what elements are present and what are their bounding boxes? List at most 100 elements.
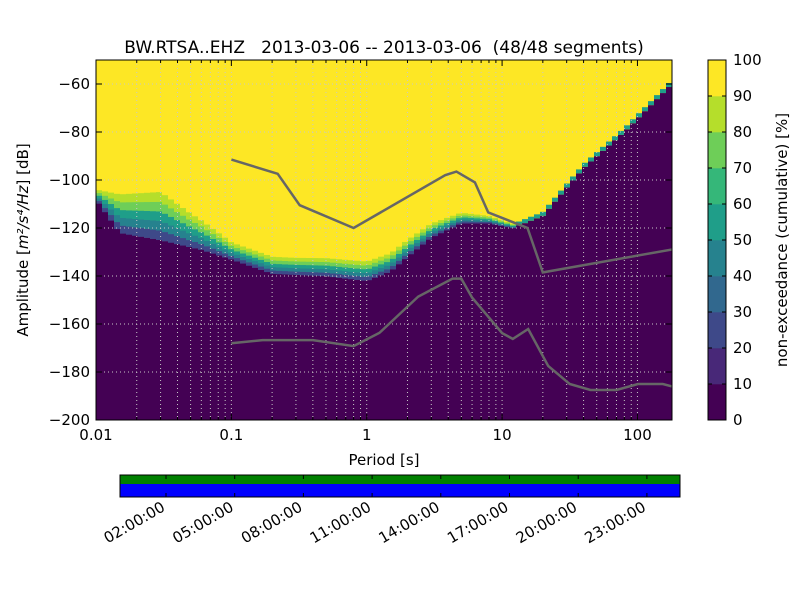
heatmap-cell bbox=[360, 280, 367, 420]
heatmap-cell bbox=[222, 237, 229, 242]
heatmap-cell bbox=[342, 278, 349, 420]
heatmap-cell bbox=[216, 250, 223, 256]
heatmap-cell bbox=[558, 194, 565, 420]
heatmap-cell bbox=[174, 211, 181, 221]
heatmap-cell bbox=[132, 235, 139, 420]
colorbar-tick-label: 40 bbox=[733, 267, 752, 285]
heatmap-cell bbox=[636, 117, 643, 420]
heatmap-cell bbox=[612, 136, 619, 141]
heatmap-cell bbox=[234, 257, 241, 262]
heatmap-cell bbox=[258, 259, 265, 264]
heatmap-cell bbox=[624, 125, 631, 130]
heatmap-cell bbox=[504, 225, 511, 228]
x-tick-label: 10 bbox=[493, 426, 512, 444]
heatmap-cell bbox=[348, 278, 355, 420]
heatmap-cell bbox=[144, 237, 151, 420]
heatmap-cell bbox=[180, 230, 187, 239]
heatmap-cell bbox=[378, 60, 385, 420]
colorbar-tick-label: 80 bbox=[733, 123, 752, 141]
data-coverage-bar bbox=[119, 474, 681, 498]
heatmap-cell bbox=[192, 248, 199, 420]
heatmap-cell bbox=[234, 251, 241, 255]
heatmap-cell bbox=[366, 260, 373, 265]
heatmap-cell bbox=[120, 209, 127, 219]
heatmap-cell bbox=[486, 223, 493, 420]
heatmap-cell bbox=[474, 218, 481, 221]
coverage-time-label: 02:00:00 bbox=[101, 498, 168, 547]
heatmap-cell bbox=[480, 223, 487, 420]
heatmap-cell bbox=[612, 140, 619, 420]
heatmap-cell bbox=[642, 107, 649, 112]
colorbar-segment bbox=[708, 204, 726, 241]
heatmap-cell bbox=[270, 260, 277, 264]
heatmap-cell bbox=[324, 276, 331, 420]
x-tick-label: 1 bbox=[362, 426, 372, 444]
heatmap-cell bbox=[600, 150, 607, 420]
heatmap-cell bbox=[168, 242, 175, 420]
heatmap-cell bbox=[282, 257, 289, 262]
heatmap-cell bbox=[246, 248, 253, 253]
heatmap-cell bbox=[264, 268, 271, 273]
heatmap-cell bbox=[222, 253, 229, 258]
heatmap-cell bbox=[300, 60, 307, 420]
heatmap-cell bbox=[264, 60, 271, 420]
heatmap-cell bbox=[246, 265, 253, 420]
heatmap-cell bbox=[210, 253, 217, 420]
heatmap-cell bbox=[258, 60, 265, 420]
heatmap-cell bbox=[366, 264, 373, 269]
heatmap-cell bbox=[402, 248, 409, 253]
heatmap-cell bbox=[204, 224, 211, 231]
heatmap-cell bbox=[270, 256, 277, 261]
heatmap-cell bbox=[462, 221, 469, 224]
heatmap-cell bbox=[186, 239, 193, 247]
heatmap-cell bbox=[294, 274, 301, 420]
heatmap-cell bbox=[462, 219, 469, 222]
heatmap-cell bbox=[108, 214, 115, 221]
heatmap-cell bbox=[618, 130, 625, 135]
heatmap-cell bbox=[600, 146, 607, 151]
heatmap-cell bbox=[384, 269, 391, 273]
colorbar-tick-label: 50 bbox=[733, 231, 752, 249]
heatmap-cell bbox=[456, 217, 463, 221]
heatmap-cell bbox=[150, 201, 157, 212]
heatmap-cell bbox=[396, 60, 403, 420]
heatmap-cell bbox=[186, 232, 193, 241]
heatmap-cell bbox=[246, 60, 253, 420]
coverage-time-label: 17:00:00 bbox=[444, 498, 511, 547]
colorbar bbox=[708, 60, 726, 421]
heatmap-cell bbox=[264, 271, 271, 420]
colorbar-segment bbox=[708, 240, 726, 277]
colorbar-tick-label: 70 bbox=[733, 159, 752, 177]
heatmap-cell bbox=[468, 219, 475, 222]
heatmap-cell bbox=[168, 199, 175, 209]
heatmap-cell bbox=[288, 261, 295, 265]
colorbar-label: non-exceedance (cumulative) [%] bbox=[773, 113, 791, 367]
heatmap-cell bbox=[564, 183, 571, 188]
heatmap-cell bbox=[498, 221, 505, 223]
heatmap-cell bbox=[432, 233, 439, 237]
heatmap-cell bbox=[366, 276, 373, 281]
heatmap-cell bbox=[366, 279, 373, 420]
heatmap-cell bbox=[432, 222, 439, 226]
heatmap-cell bbox=[228, 259, 235, 420]
heatmap-cell bbox=[498, 219, 505, 222]
heatmap-cell bbox=[480, 218, 487, 221]
heatmap-cell bbox=[210, 243, 217, 249]
heatmap-cell bbox=[258, 266, 265, 270]
heatmap-cell bbox=[504, 222, 511, 225]
heatmap-cell bbox=[186, 212, 193, 220]
heatmap-cell bbox=[390, 262, 397, 266]
heatmap-cell bbox=[498, 225, 505, 420]
x-tick-label: 0.1 bbox=[219, 426, 243, 444]
colorbar-segment bbox=[708, 60, 726, 97]
heatmap-cell bbox=[318, 272, 325, 277]
heatmap-cell bbox=[276, 267, 283, 271]
y-tick-label: −140 bbox=[49, 267, 90, 285]
heatmap-cell bbox=[468, 221, 475, 224]
heatmap-cell bbox=[198, 249, 205, 420]
heatmap-cell bbox=[492, 221, 499, 224]
heatmap-cell bbox=[348, 60, 355, 420]
heatmap-cell bbox=[246, 258, 253, 263]
heatmap-cell bbox=[456, 224, 463, 420]
heatmap-cell bbox=[240, 60, 247, 420]
